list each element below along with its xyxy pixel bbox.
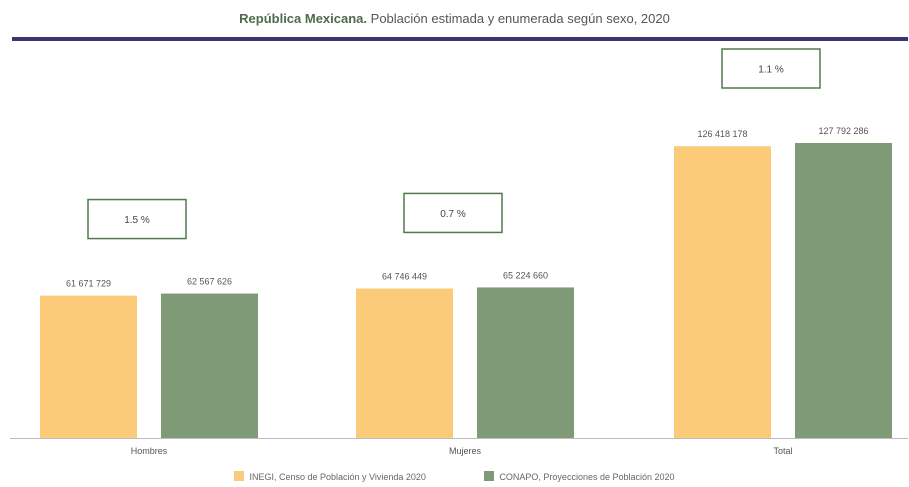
category-label-mujeres: Mujeres	[449, 446, 482, 456]
legend-label-inegi: INEGI, Censo de Población y Vivienda 202…	[249, 472, 426, 483]
bar-hombres-conapo	[161, 293, 258, 438]
difference-box-hombres	[87, 198, 187, 240]
legend-item-conapo: CONAPO, Proyecciones de Población 2020	[484, 471, 675, 483]
bar-total-inegi	[674, 146, 771, 438]
difference-label-hombres: 1.5 %	[124, 215, 150, 226]
difference-box-total	[721, 48, 821, 89]
bar-hombres-inegi	[40, 295, 137, 438]
legend-swatch-conapo	[484, 471, 495, 482]
legend: INEGI, Censo de Población y Vivienda 202…	[0, 471, 909, 482]
legend-swatch-inegi	[234, 471, 245, 482]
bar-mujeres-conapo	[477, 287, 574, 438]
bar-mujeres-inegi	[356, 288, 453, 438]
data-label-mujeres-inegi: 64 746 449	[382, 272, 427, 282]
difference-label-mujeres: 0.7 %	[440, 209, 466, 220]
data-label-total-conapo: 127 792 286	[818, 126, 868, 136]
data-label-total-inegi: 126 418 178	[697, 129, 747, 139]
legend-label-conapo: CONAPO, Proyecciones de Población 2020	[499, 472, 675, 483]
data-label-hombres-inegi: 61 671 729	[66, 279, 111, 289]
data-label-hombres-conapo: 62 567 626	[187, 277, 232, 287]
category-label-total: Total	[773, 446, 792, 456]
legend-item-inegi: INEGI, Censo de Población y Vivienda 202…	[234, 471, 426, 483]
difference-label-total: 1.1 %	[758, 65, 784, 76]
title-rule	[12, 37, 908, 41]
chart-title-rest: Población estimada y enumerada según sex…	[367, 11, 670, 26]
chart-title: República Mexicana. Población estimada y…	[0, 11, 909, 26]
chart-title-bold: República Mexicana.	[239, 11, 368, 26]
category-label-hombres: Hombres	[131, 446, 168, 456]
difference-box-mujeres	[403, 192, 503, 234]
bar-total-conapo	[795, 143, 892, 438]
data-label-mujeres-conapo: 65 224 660	[503, 270, 548, 280]
